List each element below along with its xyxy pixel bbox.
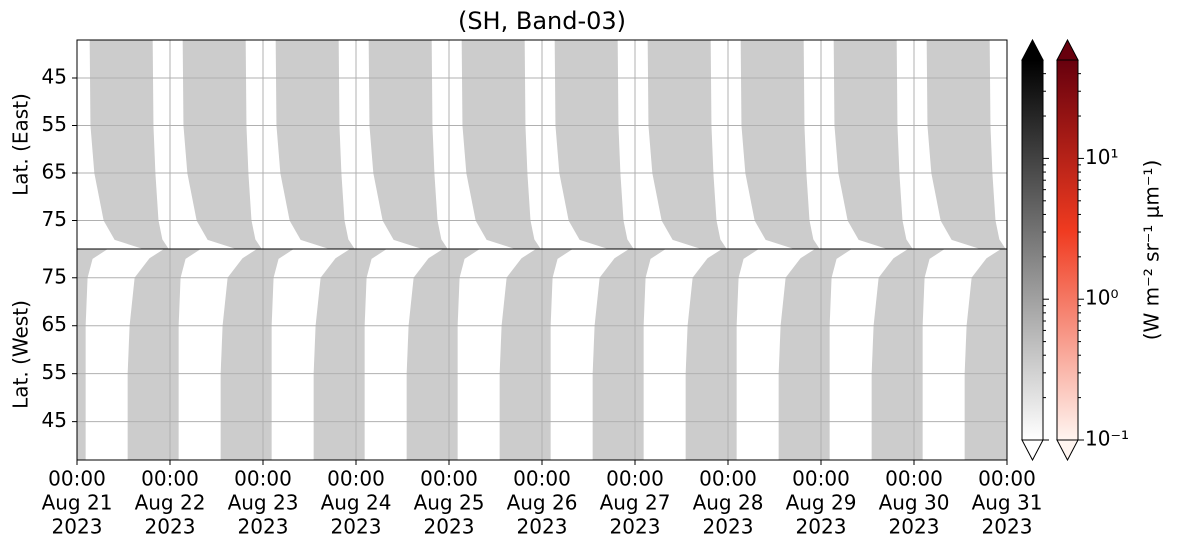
colorbar (1021, 59, 1044, 441)
swath (833, 40, 913, 249)
x-tick-label: Aug 29 (786, 491, 857, 515)
x-tick-label: 2023 (889, 515, 940, 539)
y-tick-label: 55 (42, 112, 67, 136)
colorbar-extend-bottom (1056, 439, 1079, 462)
swath (127, 249, 201, 460)
x-tick-label: 00:00 (792, 467, 850, 491)
x-tick-label: 2023 (796, 515, 847, 539)
swath (926, 40, 1006, 249)
swath (647, 40, 727, 249)
chart-title: (SH, Band-03) (458, 7, 626, 35)
colorbar (1056, 59, 1079, 441)
y-axis-label: Lat. (East) (9, 93, 33, 196)
colorbar-label: (W m⁻² sr⁻¹ μm⁻¹) (1140, 160, 1164, 341)
x-tick-label: 00:00 (513, 467, 571, 491)
x-tick-label: 00:00 (327, 467, 385, 491)
x-tick-label: Aug 27 (600, 491, 671, 515)
x-tick-label: Aug 21 (42, 491, 113, 515)
x-tick-label: Aug 26 (507, 491, 578, 515)
x-tick-label: Aug 22 (135, 491, 206, 515)
x-tick-label: 00:00 (699, 467, 757, 491)
x-tick-label: 2023 (238, 515, 289, 539)
x-tick-label: 2023 (610, 515, 661, 539)
swath (592, 249, 666, 460)
y-tick-label: 45 (42, 65, 67, 89)
swath (313, 249, 387, 460)
swath (182, 40, 262, 249)
x-tick-label: Aug 31 (972, 491, 1043, 515)
x-tick-label: 2023 (517, 515, 568, 539)
x-tick-label: Aug 25 (414, 491, 485, 515)
x-tick-label: Aug 28 (693, 491, 764, 515)
y-tick-label: 75 (42, 207, 67, 231)
swath (77, 249, 108, 460)
x-tick-label: 2023 (331, 515, 382, 539)
colorbar-tick-label: 10¹ (1085, 145, 1118, 169)
x-tick-label: 00:00 (420, 467, 478, 491)
y-tick-label: 65 (42, 160, 67, 184)
swath (685, 249, 759, 460)
swath (871, 249, 945, 460)
x-tick-label: 00:00 (606, 467, 664, 491)
colorbar-extend-top (1056, 38, 1079, 61)
x-tick-label: 2023 (145, 515, 196, 539)
x-tick-label: 00:00 (48, 467, 106, 491)
swath (499, 249, 573, 460)
x-tick-label: Aug 30 (879, 491, 950, 515)
x-tick-label: 00:00 (978, 467, 1036, 491)
x-tick-label: 2023 (52, 515, 103, 539)
colorbar-tick-label: 10⁰ (1085, 286, 1118, 310)
y-tick-label: 55 (42, 360, 67, 384)
x-tick-label: 00:00 (885, 467, 943, 491)
x-tick-label: 2023 (982, 515, 1033, 539)
swath (461, 40, 541, 249)
y-tick-label: 75 (42, 264, 67, 288)
swath (406, 249, 480, 460)
swath (220, 249, 294, 460)
colorbar-extend-top (1021, 38, 1044, 61)
y-tick-label: 65 (42, 312, 67, 336)
swath (778, 249, 852, 460)
x-tick-label: 2023 (424, 515, 475, 539)
x-tick-label: Aug 23 (228, 491, 299, 515)
colorbar-tick-label: 10⁻¹ (1085, 427, 1129, 451)
colorbar-extend-bottom (1021, 439, 1044, 462)
swaths (89, 40, 1006, 249)
y-axis-label: Lat. (West) (9, 300, 33, 409)
swath (964, 249, 1007, 460)
x-tick-label: 00:00 (141, 467, 199, 491)
swath (740, 40, 820, 249)
swath (368, 40, 448, 249)
x-tick-label: 00:00 (234, 467, 292, 491)
y-tick-label: 45 (42, 408, 67, 432)
swath (554, 40, 634, 249)
swath (275, 40, 355, 249)
x-tick-label: 2023 (703, 515, 754, 539)
x-tick-label: Aug 24 (321, 491, 392, 515)
swaths (77, 249, 1007, 460)
swath (89, 40, 169, 249)
